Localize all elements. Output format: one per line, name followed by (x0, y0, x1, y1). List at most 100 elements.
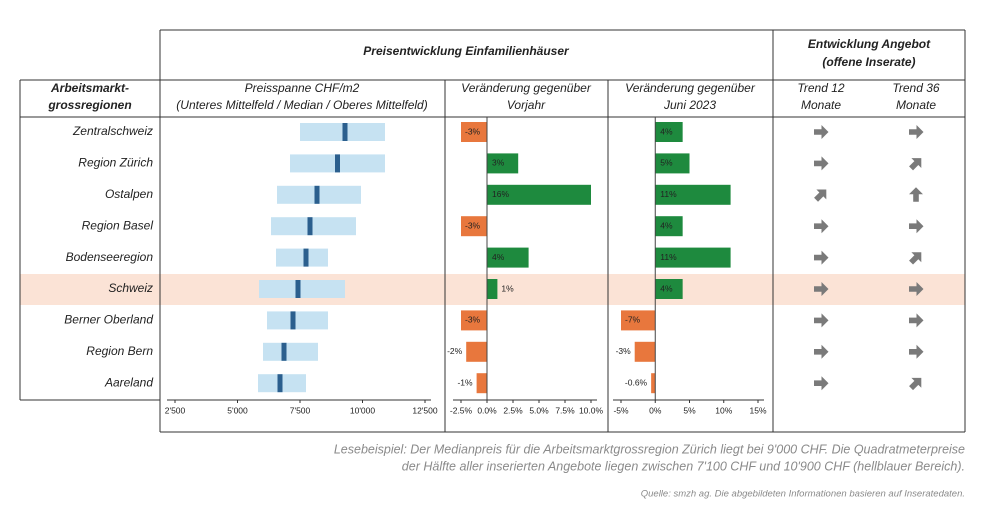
bar (466, 341, 487, 362)
value-label: -0.6% (625, 377, 648, 387)
price-range (263, 342, 318, 361)
x-tick-label: 7.5% (555, 405, 575, 415)
source: Quelle: smzh ag. Die abgebildeten Inform… (641, 489, 965, 500)
trend-arrow (909, 219, 924, 234)
bar (461, 122, 487, 142)
bar (476, 373, 487, 394)
trend-arrow (814, 313, 829, 328)
row-label: Schweiz (108, 281, 153, 295)
trend-arrow (909, 252, 922, 265)
row-label: Region Basel (82, 218, 154, 232)
bar (651, 373, 656, 394)
bar (621, 310, 656, 331)
group-title: Preisentwicklung Einfamilienhäuser (363, 44, 570, 58)
value-label: 4% (492, 252, 505, 262)
column-header: Arbeitsmarkt- (50, 81, 129, 95)
trend-arrow (909, 344, 924, 359)
bar (655, 279, 683, 299)
row-label: Aareland (104, 375, 153, 389)
value-label: 3% (492, 158, 505, 168)
column-header: Vorjahr (507, 98, 546, 112)
trend-arrow (814, 376, 829, 391)
value-label: 11% (660, 189, 677, 199)
x-tick-label: 2.5% (503, 405, 523, 415)
bar (655, 122, 683, 142)
x-tick-label: -2.5% (450, 405, 473, 415)
trend-arrow (909, 158, 922, 171)
trend-arrow (814, 250, 829, 265)
price-range (271, 217, 356, 236)
column-header: Trend 36 (892, 81, 939, 95)
column-header: Trend 12 (797, 81, 844, 95)
column-header: grossregionen (47, 98, 131, 112)
group-title: (offene Inserate) (822, 55, 915, 69)
price-median (281, 342, 287, 361)
price-range (267, 311, 328, 330)
bar-group (461, 122, 591, 394)
value-label: 1% (501, 283, 514, 293)
price-median (303, 248, 309, 267)
trend-arrow (814, 156, 829, 171)
bar (655, 153, 690, 174)
value-label: 4% (660, 283, 673, 293)
column-header: Preisspanne CHF/m2 (245, 81, 360, 95)
reading-example: der Hälfte aller inserierten Angebote li… (402, 459, 965, 473)
trend-arrow (909, 187, 923, 202)
reading-example: Lesebeispiel: Der Medianpreis für die Ar… (334, 442, 965, 456)
x-tick-label: 12'500 (412, 405, 438, 415)
trend-arrow (814, 219, 829, 234)
row-label: Berner Oberland (64, 313, 153, 327)
value-label: -1% (457, 377, 473, 387)
x-tick-label: 10% (715, 405, 732, 415)
value-label: -3% (616, 346, 632, 356)
group-title: Entwicklung Angebot (808, 37, 931, 51)
value-label: -2% (447, 346, 463, 356)
bar (655, 247, 731, 268)
bar-group (621, 122, 731, 394)
row-label: Region Zürich (78, 156, 153, 170)
value-label: -3% (465, 220, 481, 230)
row-label: Region Bern (86, 344, 153, 358)
trend-arrow (909, 377, 922, 391)
bar (634, 341, 656, 362)
x-tick-label: 0.0% (477, 405, 497, 415)
trend-arrow (909, 313, 924, 328)
x-tick-label: 10.0% (579, 405, 604, 415)
value-label: 4% (660, 220, 673, 230)
x-tick-label: -5% (613, 405, 629, 415)
x-tick-label: 5.0% (529, 405, 549, 415)
value-label: -7% (625, 315, 641, 325)
price-median (335, 154, 340, 173)
price-median (342, 123, 348, 141)
x-tick-label: 5'000 (227, 405, 248, 415)
x-tick-label: 10'000 (350, 405, 376, 415)
price-median (307, 217, 313, 236)
column-header: Veränderung gegenüber (625, 81, 756, 95)
trend-arrow (814, 189, 827, 202)
price-median (290, 311, 296, 330)
x-tick-label: 0% (649, 405, 662, 415)
column-header: Monate (801, 98, 841, 112)
x-tick-label: 5% (683, 405, 696, 415)
value-label: -3% (465, 315, 481, 325)
value-label: -3% (465, 126, 481, 136)
value-label: 11% (660, 252, 677, 262)
price-median (314, 185, 320, 204)
table-lines (19, 29, 966, 433)
x-tick-label: 2'500 (165, 405, 186, 415)
value-label: 5% (660, 158, 673, 168)
trend-arrow (909, 125, 924, 139)
price-range (259, 280, 345, 298)
column-header: (Unteres Mittelfeld / Median / Oberes Mi… (176, 98, 427, 112)
row-label: Zentralschweiz (72, 124, 153, 138)
column-header: Juni 2023 (663, 98, 716, 112)
column-header: Monate (896, 98, 936, 112)
price-range (276, 248, 328, 267)
price-median (295, 280, 301, 298)
row-label: Bodenseeregion (66, 250, 154, 264)
trend-arrow (814, 125, 829, 139)
trend-arrow (814, 344, 829, 359)
trend-arrow (909, 282, 924, 296)
value-label: 16% (492, 189, 509, 199)
